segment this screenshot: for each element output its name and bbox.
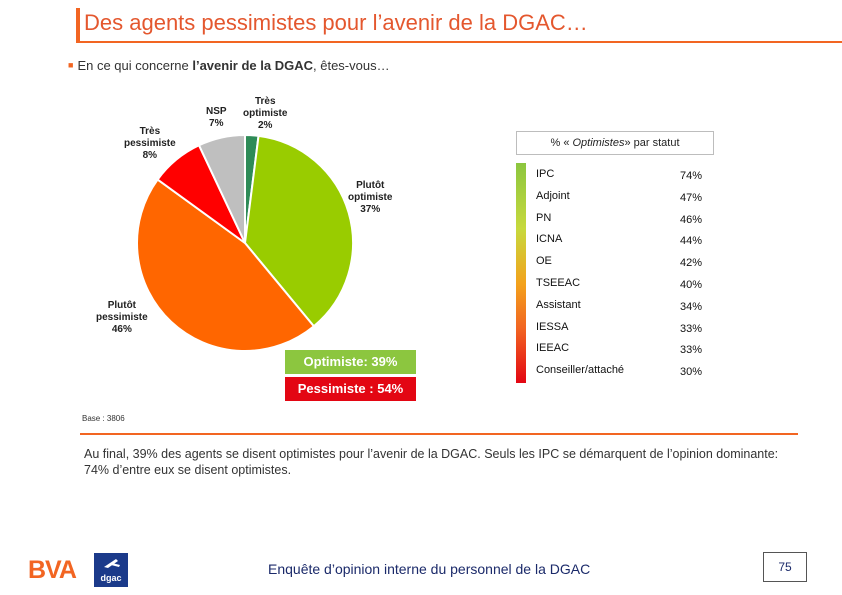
status-row: IEEAC 33% bbox=[536, 338, 708, 360]
status-row: Adjoint 47% bbox=[536, 186, 708, 208]
status-row: IPC 74% bbox=[536, 164, 708, 186]
status-value: 34% bbox=[680, 300, 703, 313]
question-suffix: , êtes-vous… bbox=[313, 58, 390, 73]
plane-icon bbox=[104, 559, 120, 568]
status-value: 40% bbox=[680, 278, 703, 291]
page-title: Des agents pessimistes pour l’avenir de … bbox=[84, 10, 588, 35]
pie-chart bbox=[136, 133, 355, 352]
title-rule bbox=[76, 41, 842, 43]
status-title-prefix: % « bbox=[550, 137, 573, 149]
footer-text: Enquête d’opinion interne du personnel d… bbox=[268, 561, 591, 577]
title-accent bbox=[0, 8, 76, 42]
status-name: Conseiller/attaché bbox=[536, 364, 625, 377]
status-row: Assistant 34% bbox=[536, 295, 708, 317]
status-name: IESSA bbox=[536, 320, 569, 333]
status-value: 30% bbox=[680, 366, 703, 379]
status-value: 47% bbox=[680, 191, 703, 204]
status-row: Conseiller/attaché 30% bbox=[536, 360, 708, 382]
pie-label-plutot-pessimiste: Plutôt pessimiste 46% bbox=[96, 300, 148, 335]
pie-label-plutot-optimiste: Plutôt optimiste 37% bbox=[348, 180, 393, 215]
pessimiste-summary-box: Pessimiste : 54% bbox=[285, 377, 416, 401]
pie-slice-plutot-pessimiste bbox=[136, 178, 316, 352]
status-name: IEEAC bbox=[536, 342, 570, 355]
pie-label-nsp: NSP 7% bbox=[206, 106, 227, 129]
status-name: Adjoint bbox=[536, 189, 570, 202]
optimiste-summary-box: Optimiste: 39% bbox=[285, 350, 416, 374]
question-bold: l’avenir de la DGAC bbox=[192, 58, 313, 73]
pie-slice-nsp bbox=[197, 133, 246, 244]
bullet-icon: ■ bbox=[68, 60, 74, 70]
status-title-suffix: » par statut bbox=[624, 137, 680, 149]
status-gradient-bar bbox=[516, 163, 526, 383]
status-name: IPC bbox=[536, 168, 555, 180]
status-name: TSEEAC bbox=[536, 276, 581, 289]
status-table-header: % « Optimistes» par statut bbox=[516, 131, 714, 155]
status-title-italic: Optimistes bbox=[572, 137, 625, 149]
status-row: ICNA 44% bbox=[536, 229, 708, 251]
status-name: PN bbox=[536, 211, 552, 224]
pie-label-tres-pessimiste: Très pessimiste 8% bbox=[124, 126, 176, 161]
comment-rule bbox=[80, 433, 798, 435]
status-value: 46% bbox=[680, 213, 703, 226]
page-number: 75 bbox=[763, 552, 807, 582]
status-row: PN 46% bbox=[536, 208, 708, 230]
pie-label-tres-optimiste: Très optimiste 2% bbox=[243, 96, 288, 131]
status-name: OE bbox=[536, 255, 552, 268]
status-table: IPC 74% Adjoint 47% PN 46% ICNA 44% OE 42% TS… bbox=[536, 164, 708, 382]
status-name: ICNA bbox=[536, 233, 563, 246]
dgac-logo-text: dgac bbox=[100, 573, 122, 583]
dgac-logo bbox=[94, 553, 128, 587]
pie-slice-plutot-optimiste bbox=[243, 134, 355, 328]
status-row: TSEEAC 40% bbox=[536, 273, 708, 295]
base-note: Base : 3806 bbox=[82, 414, 125, 423]
status-value: 33% bbox=[680, 344, 703, 357]
status-name: Assistant bbox=[536, 298, 581, 311]
status-value: 74% bbox=[680, 170, 703, 182]
comment-text: Au final, 39% des agents se disent optim… bbox=[84, 447, 779, 477]
question-line: ■ En ce qui concerne l’avenir de la DGAC,… bbox=[68, 58, 390, 73]
question-prefix: En ce qui concerne bbox=[77, 58, 193, 73]
bva-logo: BVA bbox=[28, 556, 77, 584]
status-row: IESSA 33% bbox=[536, 317, 708, 339]
title-accent-bar bbox=[76, 8, 80, 42]
status-value: 33% bbox=[680, 322, 703, 335]
status-value: 44% bbox=[680, 235, 703, 248]
status-value: 42% bbox=[680, 257, 703, 270]
status-row: OE 42% bbox=[536, 251, 708, 273]
